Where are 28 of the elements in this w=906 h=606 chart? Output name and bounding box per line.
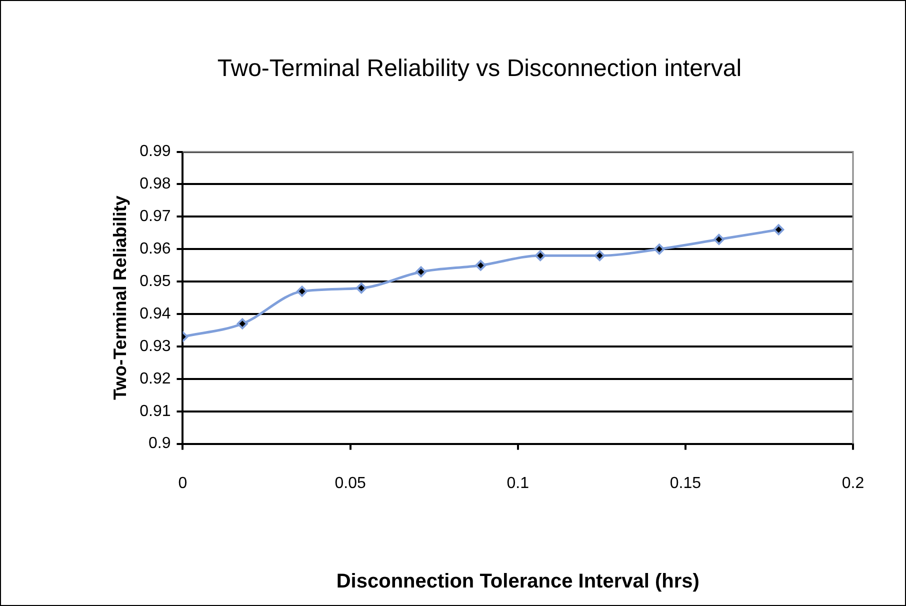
point	[236, 318, 248, 330]
point	[594, 250, 606, 262]
x-tick-label: 0.05	[334, 474, 366, 492]
x-tick-label: 0	[178, 474, 188, 492]
point	[534, 250, 546, 262]
point	[356, 282, 367, 294]
y-tick-label: 0.98	[140, 176, 171, 193]
y-tick-label: 0.99	[140, 143, 171, 160]
y-tick-label: 0.91	[140, 402, 171, 420]
x-tick-label: 0.2	[842, 474, 864, 492]
y-tick-label: 0.92	[140, 370, 171, 388]
y-tick-label: 0.96	[140, 240, 171, 258]
point	[773, 224, 784, 236]
y-tick-label: 0.93	[140, 338, 171, 355]
y-tick-label: 0.95	[140, 272, 171, 290]
y-tick-label: 0.94	[140, 305, 171, 322]
y-tick-label: 0.97	[140, 208, 171, 226]
x-tick-label: 0.15	[670, 474, 702, 492]
x-axis-title: Disconnection Tolerance Interval (hrs)	[336, 570, 700, 593]
point	[296, 286, 308, 297]
point	[416, 266, 427, 278]
y-tick-label: 0.9	[148, 435, 171, 452]
x-tick-label: 0.1	[506, 474, 530, 492]
y-axis-title: Two-Terminal Reliability	[110, 196, 130, 400]
point	[475, 260, 486, 271]
point	[713, 234, 724, 245]
chart-title: Two-Terminal Reliability vs Disconnection interval	[217, 55, 742, 82]
point	[654, 244, 665, 255]
